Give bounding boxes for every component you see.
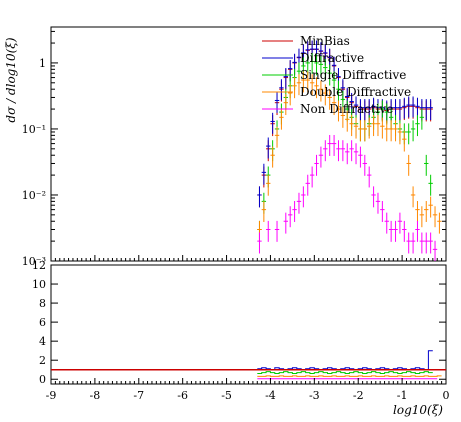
ratio-line xyxy=(257,350,433,371)
ratio-y-tick-label: 6 xyxy=(39,316,46,329)
x-tick-label: -2 xyxy=(353,389,364,402)
legend-label: Single Diffractive xyxy=(300,68,406,82)
ratio-plot-frame xyxy=(50,264,447,385)
legend-entry: Single Diffractive xyxy=(262,68,406,82)
ratio-y-tick-label: 10 xyxy=(32,278,46,291)
ratio-plot-series xyxy=(51,350,446,380)
x-tick-label: -7 xyxy=(133,389,144,402)
series-3-main xyxy=(257,71,442,242)
x-axis-ticks: -9 -8 -7 -6 -5 -4 -3 -2 -1 0 xyxy=(46,255,450,402)
series-4-main xyxy=(257,134,438,261)
ratio-y-tick-label: 4 xyxy=(39,335,46,348)
ratio-y-tick-label: 2 xyxy=(39,354,46,367)
x-tick-label: -5 xyxy=(221,389,232,402)
legend-entry: Non Diffractive xyxy=(262,102,393,116)
legend-entry: Diffractive xyxy=(262,51,364,65)
legend-label: MinBias xyxy=(300,34,350,48)
ratio-y-tick-label: 0 xyxy=(39,373,46,386)
x-axis-title: log10(ξ) xyxy=(393,403,443,417)
x-tick-label: -3 xyxy=(309,389,320,402)
series-1-ratio xyxy=(257,350,433,371)
main-plot-series xyxy=(257,40,442,261)
main-y-tick-label: 10⁻¹ xyxy=(22,123,46,136)
main-y-axis-ticks: 1 10⁻¹ 10⁻² 10⁻³ xyxy=(22,30,446,268)
ratio-y-tick-label: 8 xyxy=(39,297,46,310)
x-tick-label: -6 xyxy=(177,389,188,402)
y-axis-title: dσ / dlog10(ξ) xyxy=(4,37,18,123)
legend-label: Double Diffractive xyxy=(300,85,411,99)
series-2-ratio xyxy=(257,371,433,374)
x-tick-label: -9 xyxy=(46,389,57,402)
main-y-tick-label: 1 xyxy=(39,57,46,70)
x-tick-label: -4 xyxy=(265,389,276,402)
legend-entry: MinBias xyxy=(262,34,350,48)
series-0-main xyxy=(257,40,433,208)
legend-label: Non Diffractive xyxy=(300,102,393,116)
legend-entry: Double Diffractive xyxy=(262,85,411,99)
ratio-line xyxy=(257,371,433,374)
series-3-ratio xyxy=(257,375,442,377)
ratio-y-tick-label: 12 xyxy=(32,259,46,272)
main-y-tick-label: 10⁻² xyxy=(22,189,46,202)
legend: MinBias Diffractive Single Diffractive Doub… xyxy=(262,34,411,116)
main-y-tick-label: 10⁻³ xyxy=(22,255,46,268)
legend-label: Diffractive xyxy=(300,51,364,65)
ratio-y-axis-ticks: 0 2 4 6 8 10 12 xyxy=(32,259,446,386)
ratio-line xyxy=(257,375,442,377)
series-1-main xyxy=(257,40,433,208)
x-tick-label: 0 xyxy=(443,389,450,402)
x-tick-label: -8 xyxy=(90,389,101,402)
x-tick-label: -1 xyxy=(397,389,408,402)
